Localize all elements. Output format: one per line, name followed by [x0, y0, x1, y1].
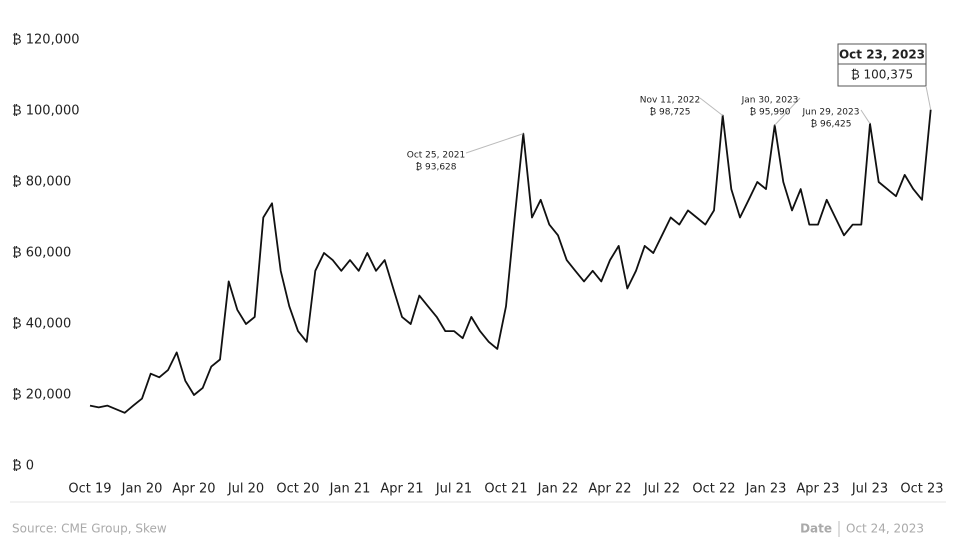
x-tick-label: Jul 23: [851, 482, 888, 497]
annotation-value: ₿ 100,375: [851, 68, 913, 82]
x-tick-label: Jan 23: [745, 482, 787, 497]
y-tick-label: ₿ 20,000: [12, 388, 71, 403]
annotation-box: [837, 63, 927, 87]
source: Source: CME Group, Skew: [12, 522, 167, 536]
price-line: [89, 109, 932, 414]
x-tick-label: Apr 20: [172, 482, 215, 497]
annotation-value: ₿ 98,725: [649, 107, 690, 118]
annotation-date: Oct 25, 2021: [407, 151, 466, 161]
leader-line: [860, 109, 871, 124]
leader-line: [699, 97, 723, 116]
annotation-value: ₿ 93,628: [415, 162, 456, 173]
annotation-value: ₿ 95,990: [749, 107, 790, 118]
leader-line: [465, 133, 524, 154]
x-tick-label: Jan 22: [537, 482, 579, 497]
x-tick-label: Jul 21: [435, 482, 472, 497]
annotation-date: Jun 29, 2023: [801, 108, 859, 118]
x-tick-label: Apr 21: [380, 482, 423, 497]
x-tick-label: Apr 22: [588, 482, 631, 497]
x-tick-label: Oct 20: [276, 482, 319, 497]
leader-line: [774, 97, 801, 126]
y-tick-label: ₿ 100,000: [12, 104, 80, 119]
leader-line: [925, 85, 932, 110]
annotation-value: ₿ 96,425: [810, 119, 851, 130]
x-tick-label: Oct 22: [692, 482, 735, 497]
x-tick-label: Jul 22: [643, 482, 680, 497]
date-label: Date: [800, 522, 832, 536]
y-tick-label: ₿ 80,000: [12, 175, 71, 190]
x-tick-label: Jul 20: [227, 482, 264, 497]
annotation-date: Oct 23, 2023: [839, 48, 925, 62]
annotation-date: Nov 11, 2022: [640, 96, 701, 106]
annotation-date: Jan 30, 2023: [741, 96, 799, 106]
x-tick-label: Oct 23: [900, 482, 943, 497]
y-tick-label: ₿ 40,000: [12, 317, 71, 332]
x-tick-label: Apr 23: [796, 482, 839, 497]
x-tick-label: Jan 20: [121, 482, 163, 497]
x-tick-label: Oct 19: [68, 482, 111, 497]
date: Oct 24, 2023: [846, 522, 924, 536]
y-tick-label: ₿ 60,000: [12, 246, 71, 261]
y-tick-label: ₿ 120,000: [12, 33, 80, 48]
x-tick-label: Oct 21: [484, 482, 527, 497]
y-tick-label: ₿ 0: [12, 459, 34, 474]
x-tick-label: Jan 21: [329, 482, 371, 497]
